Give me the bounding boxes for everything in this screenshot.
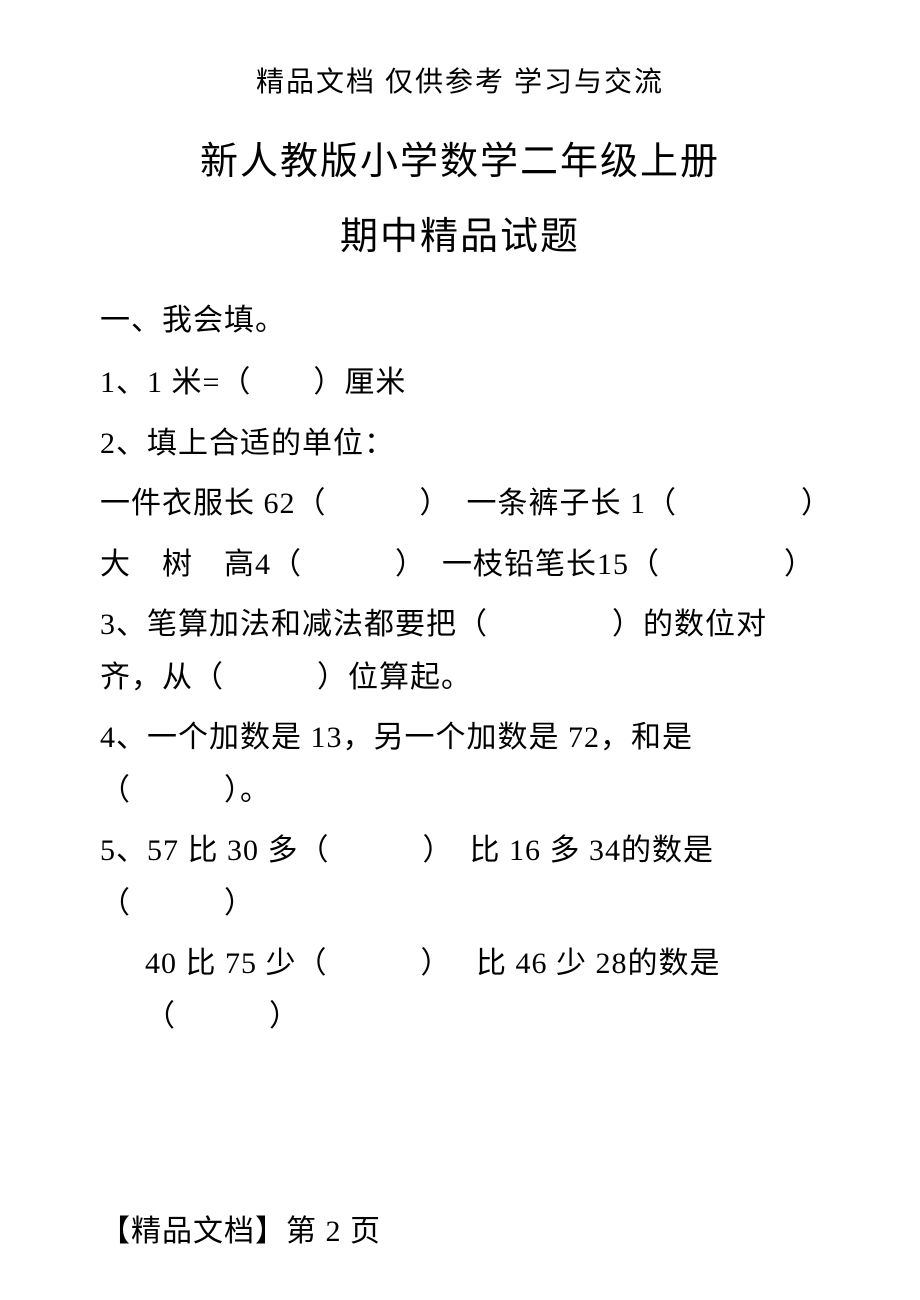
section-heading: 一、我会填。 [100, 295, 820, 339]
question-1: 1、1 米=（ ）厘米 [100, 357, 820, 410]
question-4: 4、一个加数是 13，另一个加数是 72，和是（ ）。 [100, 712, 820, 817]
question-3: 3、笔算加法和减法都要把（ ）的数位对齐，从（ ）位算起。 [100, 599, 820, 704]
header-note: 精品文档 仅供参考 学习与交流 [100, 60, 820, 100]
title-line-2: 期中精品试题 [100, 205, 820, 260]
question-2-line-1: 2、填上合适的单位： [100, 418, 820, 471]
page-footer: 【精品文档】第 2 页 [100, 1206, 381, 1250]
question-5-line-1: 5、57 比 30 多（ ） 比 16 多 34的数是（ ） [100, 825, 820, 930]
question-2-line-2: 一件衣服长 62（ ） 一条裤子长 1（ ） [100, 478, 820, 531]
question-2-line-3: 大 树 高4（ ） 一枝铅笔长15（ ） [100, 539, 820, 592]
question-5-line-2: 40 比 75 少（ ） 比 46 少 28的数是（ ） [100, 938, 820, 1043]
title-line-1: 新人教版小学数学二年级上册 [100, 130, 820, 185]
